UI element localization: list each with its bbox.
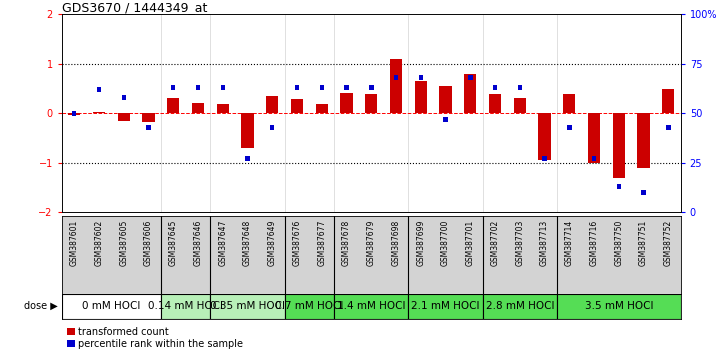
Bar (210, 294, 285, 319)
Bar (285, 294, 334, 319)
Text: GSM387677: GSM387677 (317, 220, 326, 266)
Bar (320, 85, 324, 90)
Text: GSM387701: GSM387701 (466, 220, 475, 266)
Bar (539, 113, 551, 160)
Text: GSM387645: GSM387645 (169, 220, 178, 266)
Bar (443, 117, 448, 122)
Text: GSM387702: GSM387702 (491, 220, 499, 266)
Bar (390, 59, 403, 113)
Text: 3.5 mM HOCl: 3.5 mM HOCl (585, 301, 653, 311)
Bar (97, 87, 101, 92)
Bar (365, 95, 377, 113)
Bar (617, 184, 621, 189)
Text: GSM387699: GSM387699 (416, 220, 425, 266)
Text: GSM387679: GSM387679 (367, 220, 376, 266)
Bar (592, 156, 596, 161)
Bar (270, 125, 274, 130)
Bar (493, 85, 497, 90)
Text: GSM387648: GSM387648 (243, 220, 252, 266)
Bar (334, 294, 408, 319)
Bar (408, 294, 483, 319)
Bar (415, 81, 427, 113)
Text: GSM387678: GSM387678 (342, 220, 351, 266)
Bar (489, 95, 502, 113)
Bar (161, 294, 210, 319)
Legend: transformed count, percentile rank within the sample: transformed count, percentile rank withi… (67, 327, 243, 349)
Bar (146, 125, 151, 130)
Bar (588, 113, 600, 163)
Text: GSM387605: GSM387605 (119, 220, 128, 266)
Bar (62, 294, 161, 319)
Text: 0.7 mM HOCl: 0.7 mM HOCl (275, 301, 344, 311)
Text: dose ▶: dose ▶ (25, 301, 58, 311)
Bar (93, 112, 106, 113)
Text: GSM387698: GSM387698 (392, 220, 400, 266)
Text: GDS3670 / 1444349_at: GDS3670 / 1444349_at (62, 1, 207, 14)
Bar (567, 125, 571, 130)
Bar (369, 85, 373, 90)
Bar (295, 85, 299, 90)
Bar (118, 113, 130, 121)
Bar (72, 111, 76, 116)
Bar (167, 98, 180, 113)
Bar (171, 85, 175, 90)
Text: GSM387602: GSM387602 (95, 220, 103, 266)
Bar (464, 74, 477, 113)
Bar (514, 98, 526, 113)
Bar (341, 93, 353, 113)
Bar (68, 113, 81, 115)
Bar (557, 294, 681, 319)
Bar (662, 88, 674, 113)
Bar (316, 104, 328, 113)
Text: GSM387750: GSM387750 (614, 220, 623, 266)
Bar (419, 75, 423, 80)
Bar (122, 95, 126, 100)
Bar (563, 95, 576, 113)
Bar (242, 113, 254, 148)
Bar (483, 294, 557, 319)
Bar (344, 85, 349, 90)
Text: 0.35 mM HOCl: 0.35 mM HOCl (210, 301, 285, 311)
Text: GSM387647: GSM387647 (218, 220, 227, 266)
Text: GSM387700: GSM387700 (441, 220, 450, 266)
Bar (217, 104, 229, 113)
Text: GSM387714: GSM387714 (565, 220, 574, 266)
Text: GSM387716: GSM387716 (590, 220, 598, 266)
Bar (143, 113, 155, 122)
Bar (440, 86, 452, 113)
Text: GSM387713: GSM387713 (540, 220, 549, 266)
Bar (641, 190, 646, 195)
Text: 0 mM HOCl: 0 mM HOCl (82, 301, 141, 311)
Bar (468, 75, 472, 80)
Text: 0.14 mM HOCl: 0.14 mM HOCl (148, 301, 223, 311)
Text: GSM387703: GSM387703 (515, 220, 524, 266)
Bar (394, 75, 398, 80)
Text: 1.4 mM HOCl: 1.4 mM HOCl (337, 301, 405, 311)
Text: GSM387601: GSM387601 (70, 220, 79, 266)
Bar (221, 85, 225, 90)
Text: GSM387676: GSM387676 (293, 220, 301, 266)
Text: 2.8 mM HOCl: 2.8 mM HOCl (486, 301, 554, 311)
Text: GSM387752: GSM387752 (664, 220, 673, 266)
Bar (192, 103, 205, 113)
Text: GSM387646: GSM387646 (194, 220, 202, 266)
Bar (518, 85, 522, 90)
Bar (196, 85, 200, 90)
Bar (291, 99, 304, 113)
Bar (638, 113, 650, 168)
Text: 2.1 mM HOCl: 2.1 mM HOCl (411, 301, 480, 311)
Bar (613, 113, 625, 178)
Bar (666, 125, 670, 130)
Bar (542, 156, 547, 161)
Text: GSM387649: GSM387649 (268, 220, 277, 266)
Text: GSM387606: GSM387606 (144, 220, 153, 266)
Bar (245, 156, 250, 161)
Bar (266, 96, 279, 113)
Text: GSM387751: GSM387751 (639, 220, 648, 266)
